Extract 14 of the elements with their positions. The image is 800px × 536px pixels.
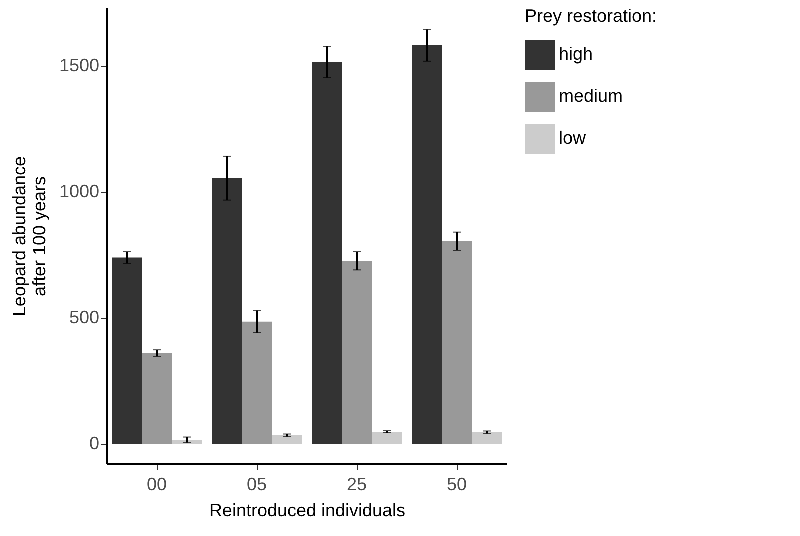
legend-label: high [559,44,594,64]
legend-label: medium [559,86,624,106]
y-tick-label: 1000 [59,182,100,202]
y-axis-title: Leopard abundance after 100 years [9,156,50,317]
x-tick-label: 50 [446,474,468,494]
x-tick-label: 05 [246,474,268,494]
legend-title: Prey restoration: [525,6,658,26]
x-tick-label: 25 [346,474,368,494]
legend-label: low [559,128,588,148]
y-tick-label: 0 [89,434,100,454]
x-tick-label: 00 [146,474,168,494]
y-tick-label: 500 [69,308,100,328]
x-axis-title: Reintroduced individuals [209,500,406,520]
y-tick-label: 1500 [59,55,100,76]
